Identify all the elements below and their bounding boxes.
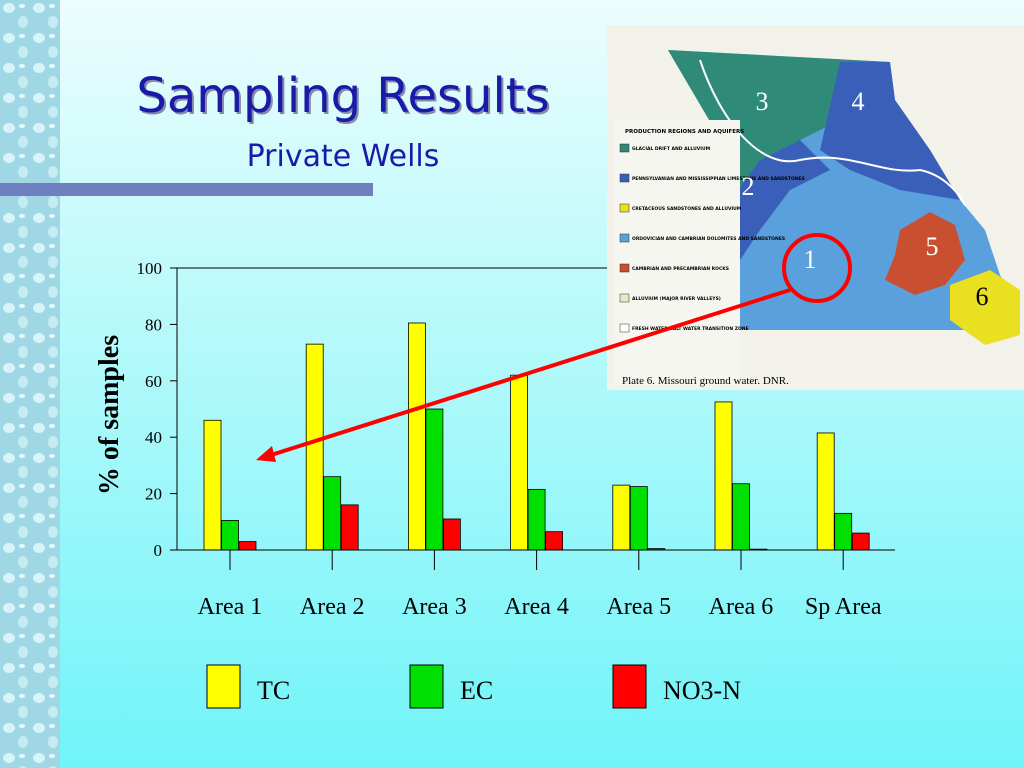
x-tick-label: Area 3 [402, 594, 467, 620]
bar [834, 512, 853, 551]
map-region-label: 2 [742, 172, 755, 201]
map-region [738, 140, 830, 260]
bar [732, 483, 750, 551]
plot: 0 20 40 60 80 100 Area 1 Area 2 Area 3 Area 4 Area… [137, 259, 895, 709]
map-legend-label: CRETACEOUS SANDSTONES AND ALLUVIUM [632, 206, 742, 212]
bar [238, 541, 257, 551]
y-tick-label: 20 [145, 485, 162, 504]
map-region-label: 3 [756, 87, 769, 116]
map-legend-swatch [619, 173, 630, 183]
y-tick-label: 0 [154, 541, 163, 560]
map-region-label: 6 [976, 282, 989, 311]
map-legend-label: ALLUVIUM (MAJOR RIVER VALLEYS) [632, 296, 721, 302]
map-legend-swatch [619, 203, 630, 213]
bar [221, 519, 239, 551]
bar [442, 518, 461, 551]
bar [612, 484, 631, 551]
map-region-label: 4 [852, 87, 865, 116]
map-legend-label: ORDOVICIAN AND CAMBRIAN DOLOMITES AND SA… [632, 236, 785, 242]
legend-swatch [206, 664, 241, 709]
y-axis-label: % of samples [94, 335, 125, 495]
title-bar [0, 183, 373, 196]
map-region [950, 270, 1020, 345]
map-region-label: 5 [926, 232, 939, 261]
map-legend-swatch [619, 143, 630, 153]
y-tick-label: 40 [145, 428, 162, 447]
map-caption: Plate 6. Missouri ground water. DNR. [622, 375, 789, 387]
x-tick-label: Area 6 [709, 594, 774, 620]
bar [203, 419, 222, 551]
legend-label: TC [257, 676, 290, 705]
map-region-label: 1 [804, 245, 817, 274]
y-tick-label: 80 [145, 315, 162, 334]
bar [323, 476, 342, 551]
side-texture [0, 0, 60, 768]
x-tick-label: Area 2 [300, 594, 365, 620]
map-legend-swatch [619, 323, 630, 333]
bar [714, 401, 733, 551]
map-region [885, 212, 965, 295]
legend-label: EC [460, 676, 493, 705]
x-tick-label: Area 1 [198, 594, 263, 620]
bar [816, 432, 835, 551]
bar [545, 531, 563, 551]
subtitle: Private Wells [247, 139, 440, 174]
y-tick-label: 100 [137, 259, 163, 278]
map-legend-label: FRESH WATER-SALT WATER TRANSITION ZONE [632, 326, 749, 332]
bar [527, 488, 546, 551]
map-legend-label: GLACIAL DRIFT AND ALLUVIUM [632, 146, 711, 152]
legend-swatch [612, 664, 647, 709]
bar [340, 504, 359, 551]
map: PRODUCTION REGIONS AND AQUIFERS GLACIAL D… [607, 25, 1024, 390]
x-tick-label: Area 4 [504, 594, 569, 620]
arrow [267, 288, 791, 458]
map-legend-swatch [619, 233, 630, 243]
bar [425, 408, 444, 551]
x-tick-label: Area 5 [606, 594, 671, 620]
legend-swatch [409, 664, 444, 709]
bar [305, 343, 324, 551]
title: Sampling Results [136, 68, 549, 124]
arrow-head [256, 446, 276, 462]
map-legend-title: PRODUCTION REGIONS AND AQUIFERS [625, 129, 744, 135]
title-shadow: Sampling Results [138, 70, 551, 126]
y-tick-label: 60 [145, 372, 162, 391]
map-legend-label: PENNSYLVANIAN AND MISSISSIPPIAN LIMESTON… [632, 176, 805, 182]
map-region [668, 50, 890, 190]
x-tick-label: Sp Area [805, 594, 882, 620]
map-legend-label: CAMBRIAN AND PRECAMBRIAN ROCKS [632, 266, 729, 272]
highlight-circle [782, 233, 852, 303]
bar [510, 374, 529, 551]
map-legend-panel [615, 120, 740, 385]
bar [407, 322, 426, 551]
map-legend-swatch [619, 263, 630, 273]
map-legend-swatch [619, 293, 630, 303]
legend-label: NO3-N [663, 676, 741, 705]
map-region [820, 62, 960, 200]
bar [629, 486, 648, 551]
bar [851, 532, 870, 551]
